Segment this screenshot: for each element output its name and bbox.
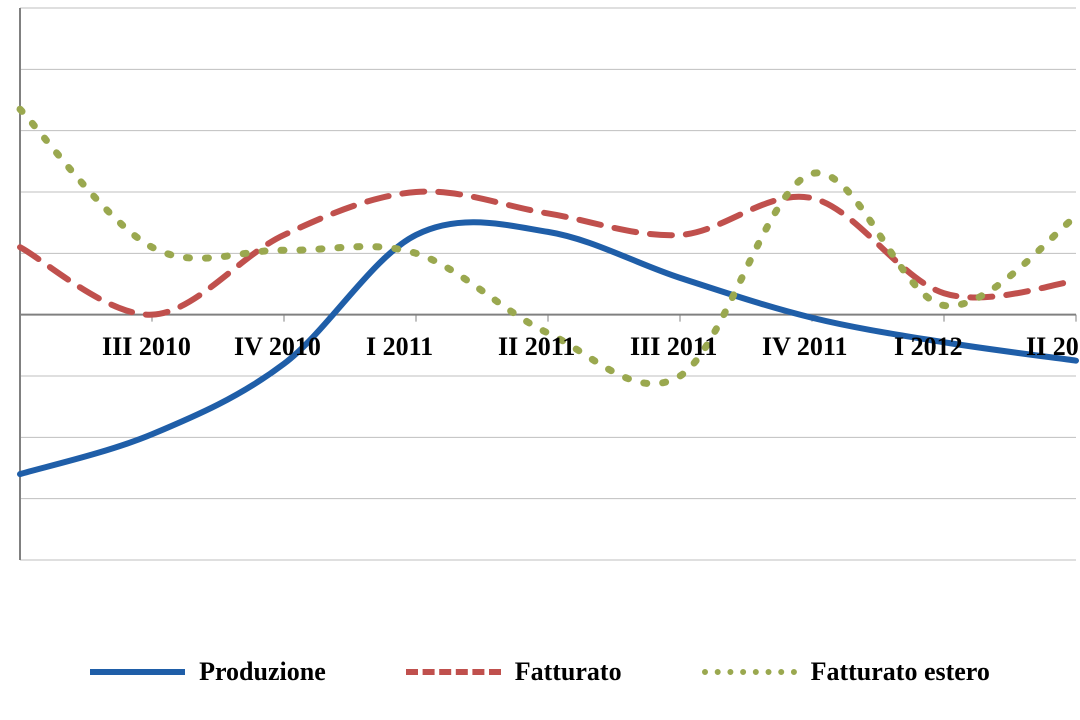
legend-swatch	[702, 669, 797, 675]
legend-label: Fatturato estero	[811, 657, 990, 687]
legend-swatch	[90, 669, 185, 675]
legend-swatch	[406, 669, 501, 675]
legend-label: Produzione	[199, 657, 326, 687]
x-axis-label: IV 2011	[762, 332, 848, 362]
x-axis-label: III 2010	[102, 332, 191, 362]
x-axis-label: I 2011	[366, 332, 433, 362]
x-axis-label: III 2011	[630, 332, 717, 362]
x-axis-label: II 2011	[498, 332, 575, 362]
x-axis-label: II 2012	[1026, 332, 1080, 362]
legend-label: Fatturato	[515, 657, 622, 687]
legend-item-produzione: Produzione	[90, 657, 326, 687]
legend-item-fatturato-estero: Fatturato estero	[702, 657, 990, 687]
legend-item-fatturato: Fatturato	[406, 657, 622, 687]
x-axis-label: IV 2010	[234, 332, 321, 362]
x-axis-label: I 2012	[894, 332, 963, 362]
line-chart: III 2010 IV 2010 I 2011 II 2011 III 2011 IV 2…	[0, 0, 1080, 720]
legend: Produzione Fatturato Fatturato estero	[0, 657, 1080, 687]
